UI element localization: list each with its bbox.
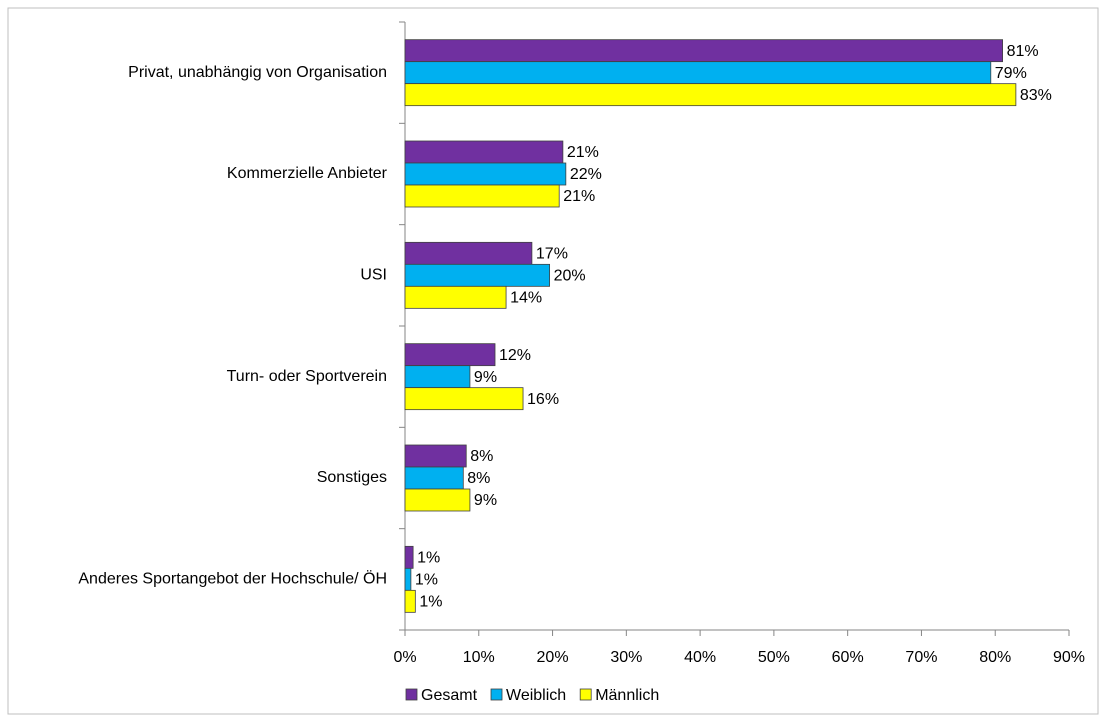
legend-label: Weiblich <box>506 687 566 704</box>
value-label: 20% <box>554 268 586 285</box>
bar <box>404 162 567 186</box>
category-label: USI <box>360 267 387 284</box>
legend-label: Gesamt <box>421 687 478 704</box>
bar <box>404 61 992 85</box>
value-label: 17% <box>536 246 568 263</box>
value-label: 1% <box>419 594 442 611</box>
category-label: Anderes Sportangebot der Hochschule/ ÖH <box>78 570 387 588</box>
legend-label: Männlich <box>595 687 659 704</box>
x-tick-label: 50% <box>758 649 790 666</box>
bar <box>404 39 1003 63</box>
bar <box>404 466 464 490</box>
bar <box>404 387 524 411</box>
bar <box>404 488 471 512</box>
value-label: 21% <box>567 144 599 161</box>
value-label: 79% <box>995 65 1027 82</box>
legend-swatch <box>405 688 418 701</box>
value-label: 22% <box>570 166 602 183</box>
value-label: 8% <box>470 448 493 465</box>
bar <box>404 545 414 569</box>
category-label: Privat, unabhängig von Organisation <box>128 64 387 81</box>
value-label: 14% <box>510 290 542 307</box>
bar <box>404 365 471 389</box>
bar <box>404 343 496 367</box>
bar <box>404 184 560 208</box>
bar <box>404 241 533 265</box>
value-label: 1% <box>415 572 438 589</box>
value-label: 1% <box>417 550 440 567</box>
value-label: 16% <box>527 391 559 408</box>
bar <box>404 444 467 468</box>
bar <box>404 83 1017 107</box>
x-tick-label: 20% <box>537 649 569 666</box>
legend-swatch <box>490 688 503 701</box>
category-label: Sonstiges <box>317 469 387 486</box>
value-label: 21% <box>563 188 595 205</box>
value-label: 8% <box>467 470 490 487</box>
value-label: 12% <box>499 347 531 364</box>
x-tick-label: 10% <box>463 649 495 666</box>
x-tick-label: 70% <box>905 649 937 666</box>
legend-swatch <box>579 688 592 701</box>
bar <box>404 140 564 164</box>
x-tick-label: 0% <box>393 649 416 666</box>
value-label: 83% <box>1020 87 1052 104</box>
x-tick-label: 80% <box>979 649 1011 666</box>
chart-frame <box>7 7 1099 715</box>
category-label: Turn- oder Sportverein <box>227 368 387 385</box>
x-tick-label: 40% <box>684 649 716 666</box>
bar <box>404 589 416 613</box>
category-label: Kommerzielle Anbieter <box>227 165 388 182</box>
bar <box>404 263 551 287</box>
value-label: 81% <box>1007 43 1039 60</box>
bar <box>404 285 507 309</box>
x-tick-label: 60% <box>832 649 864 666</box>
value-label: 9% <box>474 492 497 509</box>
value-label: 9% <box>474 369 497 386</box>
x-tick-label: 90% <box>1053 649 1085 666</box>
x-tick-label: 30% <box>610 649 642 666</box>
bar <box>404 567 412 591</box>
